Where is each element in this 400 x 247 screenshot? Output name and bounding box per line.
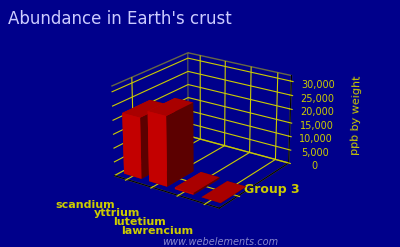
Text: www.webelements.com: www.webelements.com — [162, 237, 278, 247]
Text: Abundance in Earth's crust: Abundance in Earth's crust — [8, 10, 232, 28]
